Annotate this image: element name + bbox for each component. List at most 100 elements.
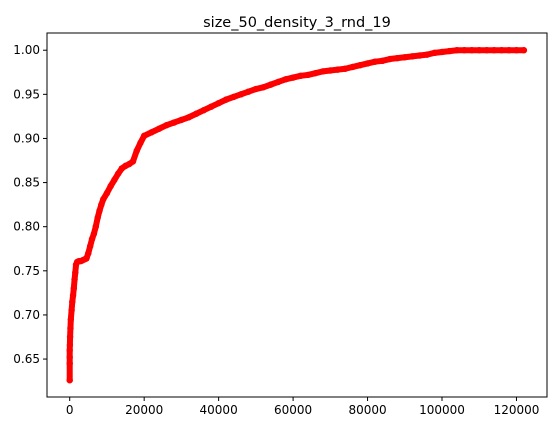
data-point <box>71 276 78 283</box>
data-point <box>386 55 394 63</box>
data-point <box>66 354 73 361</box>
x-tick-label: 120000 <box>494 403 540 417</box>
data-point <box>129 158 137 165</box>
data-point <box>267 81 274 88</box>
data-point <box>409 53 416 60</box>
data-point <box>483 47 490 54</box>
data-point <box>356 62 364 69</box>
y-tick-label: 0.80 <box>13 220 40 234</box>
data-point <box>230 93 237 101</box>
data-point <box>98 201 105 208</box>
data-point <box>137 139 144 147</box>
data-point <box>453 47 461 54</box>
data-point <box>215 99 222 107</box>
data-point <box>193 110 200 117</box>
data-point <box>68 307 75 314</box>
x-tick-label: 100000 <box>419 403 465 417</box>
data-point <box>319 68 327 75</box>
data-point <box>148 129 155 136</box>
data-point <box>222 96 230 103</box>
data-point <box>304 71 312 79</box>
data-point <box>446 47 453 55</box>
data-point <box>185 114 193 121</box>
data-point <box>498 47 505 54</box>
data-point <box>490 47 498 54</box>
data-point <box>69 292 77 299</box>
y-tick-label: 0.75 <box>13 264 40 278</box>
data-point <box>96 207 103 215</box>
data-point <box>282 76 289 83</box>
data-point <box>520 47 528 54</box>
data-point <box>275 78 282 86</box>
data-point <box>88 235 96 243</box>
data-point <box>207 103 215 110</box>
data-point <box>349 63 356 71</box>
data-point <box>111 176 118 184</box>
y-tick-label: 0.70 <box>13 308 40 322</box>
x-axis-ticks: 0 20000 40000 60000 80000 100000 120000 <box>66 397 539 417</box>
x-tick-label: 80000 <box>348 403 386 417</box>
y-tick-label: 1.00 <box>13 43 40 57</box>
y-axis-ticks: 0.65 0.70 0.75 0.80 0.85 0.90 0.95 1.00 <box>13 43 47 366</box>
y-tick-label: 0.65 <box>13 352 40 366</box>
data-point <box>468 47 475 54</box>
data-point <box>69 298 76 305</box>
data-point <box>364 60 371 67</box>
x-tick-label: 60000 <box>274 403 312 417</box>
plot-area-frame <box>46 32 548 398</box>
data-point <box>334 66 341 73</box>
data-point <box>83 255 90 262</box>
data-point <box>163 122 170 129</box>
data-point <box>85 249 92 257</box>
data-point <box>66 333 74 341</box>
data-point <box>66 341 74 349</box>
data-point <box>90 230 98 237</box>
data-point <box>513 47 520 54</box>
data-point <box>416 52 423 59</box>
data-point <box>92 223 99 230</box>
data-point <box>371 58 379 65</box>
data-point <box>66 377 73 384</box>
data-point <box>312 69 319 77</box>
data-point <box>394 54 401 62</box>
data-point <box>103 189 111 197</box>
data-point <box>245 88 252 95</box>
data-point <box>505 47 513 54</box>
data-point <box>170 119 178 126</box>
data-point <box>107 182 114 190</box>
data-point <box>200 107 207 114</box>
x-tick-label: 20000 <box>125 403 163 417</box>
data-point <box>66 347 73 354</box>
data-points <box>66 47 528 384</box>
data-point <box>423 51 431 58</box>
data-point <box>252 85 260 93</box>
data-point <box>327 67 334 74</box>
data-point <box>155 125 163 132</box>
chart-title: size_50_density_3_rnd_19 <box>203 15 391 31</box>
data-point <box>260 84 267 91</box>
data-point <box>476 47 483 54</box>
data-point <box>67 324 74 332</box>
data-point <box>100 196 107 203</box>
data-point <box>94 214 101 222</box>
data-point <box>237 91 245 98</box>
data-point <box>431 49 438 57</box>
y-tick-label: 0.85 <box>13 176 40 190</box>
data-point <box>379 57 386 64</box>
data-point <box>297 72 304 80</box>
data-point <box>461 47 468 54</box>
x-tick-label: 0 <box>66 403 74 417</box>
data-point <box>67 316 75 323</box>
data-point <box>178 116 185 124</box>
data-point <box>114 170 122 177</box>
y-tick-label: 0.95 <box>13 87 40 101</box>
data-point <box>72 269 79 276</box>
data-point <box>342 65 349 72</box>
data-point <box>401 54 408 61</box>
data-point <box>66 360 73 367</box>
data-point <box>86 242 94 250</box>
data-point <box>133 147 140 154</box>
data-point <box>70 285 78 292</box>
